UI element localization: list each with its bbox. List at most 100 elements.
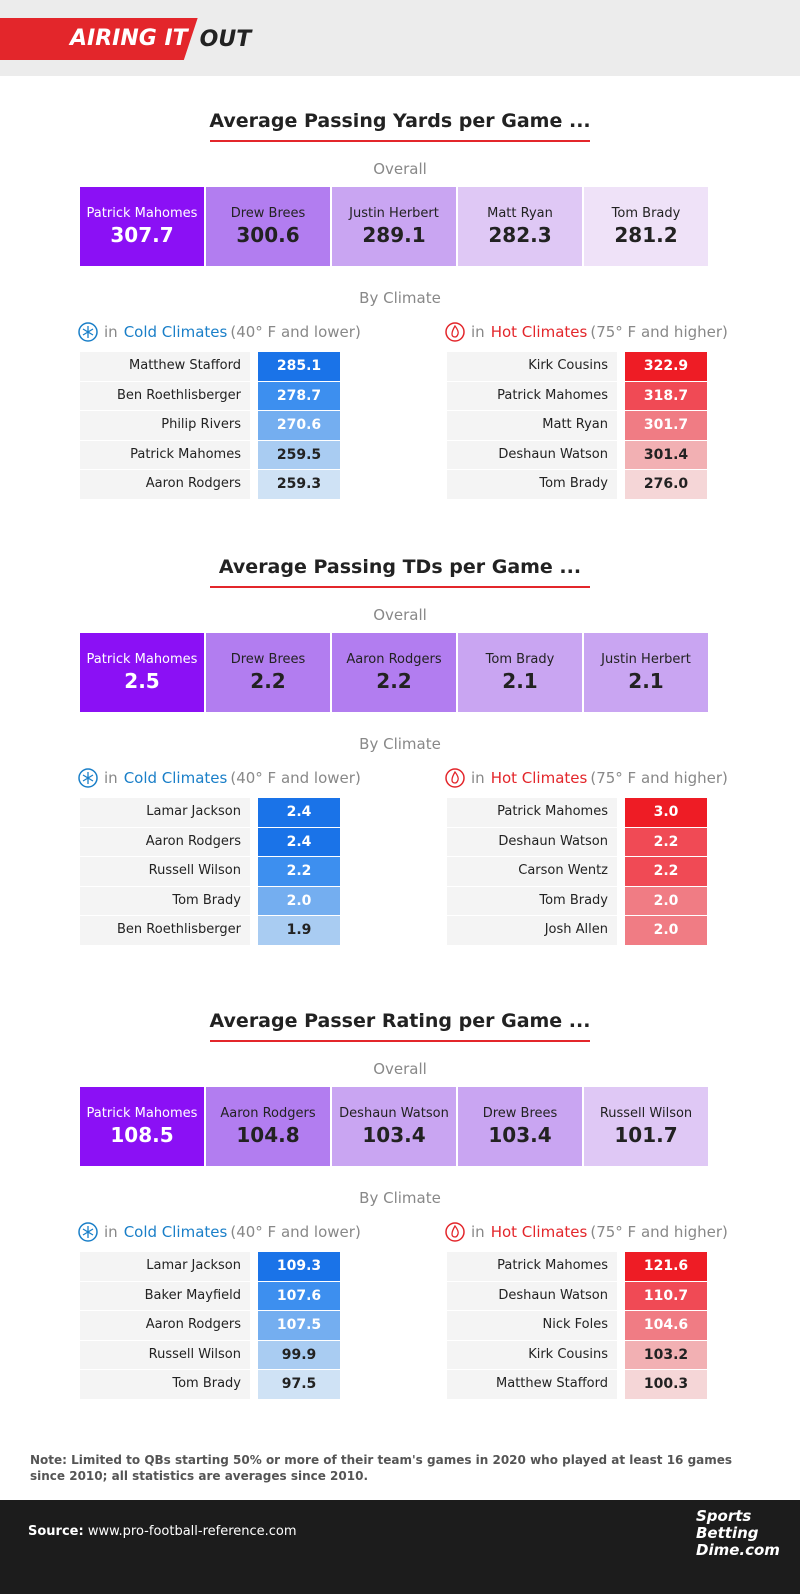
player-value: 2.0 xyxy=(625,916,707,946)
climate-range: (40° F and lower) xyxy=(230,1223,361,1241)
player-value: 104.6 xyxy=(625,1311,707,1341)
player-name: Russell Wilson xyxy=(599,1106,693,1121)
player-name: Deshaun Watson xyxy=(447,440,617,471)
climate-prefix: in xyxy=(104,1223,118,1241)
cold-header: in Cold Climates (40° F and lower) xyxy=(78,768,361,788)
climate-name: Cold Climates xyxy=(123,1223,228,1241)
table-row: Aaron Rodgers 107.5 xyxy=(80,1311,342,1341)
player-value: 121.6 xyxy=(625,1252,707,1282)
table-row: Russell Wilson 2.2 xyxy=(80,857,342,887)
player-value: 2.4 xyxy=(258,798,340,828)
player-value: 270.6 xyxy=(258,411,340,441)
table-row: Matthew Stafford 100.3 xyxy=(447,1370,709,1400)
table-row: Kirk Cousins 103.2 xyxy=(447,1340,709,1371)
player-name: Deshaun Watson xyxy=(447,1281,617,1312)
player-value: 2.0 xyxy=(258,886,340,917)
player-name: Justin Herbert xyxy=(349,206,439,221)
cold-table: Lamar Jackson 109.3 Baker Mayfield 107.6 Aar… xyxy=(80,1252,342,1400)
table-row: Philip Rivers 270.6 xyxy=(80,411,342,441)
cold-icon xyxy=(78,1222,98,1242)
table-row: Carson Wentz 2.2 xyxy=(447,857,709,887)
player-value: 110.7 xyxy=(625,1281,707,1312)
climate-range: (40° F and lower) xyxy=(230,323,361,341)
player-value: 301.4 xyxy=(625,440,707,471)
player-name: Josh Allen xyxy=(447,916,617,946)
player-value: 2.2 xyxy=(625,827,707,858)
table-row: Ben Roethlisberger 278.7 xyxy=(80,381,342,412)
overall-label: Overall xyxy=(373,160,427,178)
table-row: Patrick Mahomes 318.7 xyxy=(447,381,709,412)
cold-header: in Cold Climates (40° F and lower) xyxy=(78,1222,361,1242)
overall-cell: Deshaun Watson 103.4 xyxy=(332,1087,456,1166)
logo-text: Sports xyxy=(696,1507,752,1525)
player-name: Matt Ryan xyxy=(447,411,617,441)
player-value: 282.3 xyxy=(488,223,552,247)
player-name: Nick Foles xyxy=(447,1311,617,1341)
player-value: 285.1 xyxy=(258,352,340,382)
table-row: Aaron Rodgers 259.3 xyxy=(80,470,342,500)
player-value: 103.4 xyxy=(362,1123,426,1147)
cold-icon xyxy=(78,322,98,342)
table-row: Patrick Mahomes 3.0 xyxy=(447,798,709,828)
player-value: 2.2 xyxy=(625,857,707,887)
table-row: Russell Wilson 99.9 xyxy=(80,1340,342,1371)
overall-row: Patrick Mahomes 2.5 Drew Brees 2.2 Aaron Rod… xyxy=(80,633,708,712)
player-name: Matthew Stafford xyxy=(80,352,250,382)
overall-row: Patrick Mahomes 108.5 Aaron Rodgers 104.8 De… xyxy=(80,1087,708,1166)
climate-name: Hot Climates xyxy=(490,769,588,787)
table-row: Lamar Jackson 109.3 xyxy=(80,1252,342,1282)
section-title: Average Passing TDs per Game ... xyxy=(218,556,582,578)
player-name: Patrick Mahomes xyxy=(86,1106,198,1121)
note: Note: Limited to QBs starting 50% or mor… xyxy=(30,1453,733,1483)
section-title: Average Passing Yards per Game ... xyxy=(209,110,591,132)
player-name: Deshaun Watson xyxy=(447,827,617,858)
player-value: 2.1 xyxy=(502,669,538,693)
player-value: 104.8 xyxy=(236,1123,300,1147)
overall-cell: Aaron Rodgers 2.2 xyxy=(332,633,456,712)
player-name: Aaron Rodgers xyxy=(346,652,442,667)
table-row: Matt Ryan 301.7 xyxy=(447,411,709,441)
source: Source: www.pro-football-reference.com xyxy=(28,1524,297,1539)
footer: Source: www.pro-football-reference.com S… xyxy=(0,1500,800,1594)
player-name: Ben Roethlisberger xyxy=(80,916,250,946)
player-value: 3.0 xyxy=(625,798,707,828)
table-row: Tom Brady 276.0 xyxy=(447,470,709,500)
player-name: Tom Brady xyxy=(485,652,555,667)
player-name: Philip Rivers xyxy=(80,411,250,441)
table-row: Kirk Cousins 322.9 xyxy=(447,352,709,382)
overall-cell: Tom Brady 2.1 xyxy=(458,633,582,712)
player-value: 322.9 xyxy=(625,352,707,382)
player-name: Justin Herbert xyxy=(601,652,691,667)
hot-header: in Hot Climates (75° F and higher) xyxy=(445,768,728,788)
hot-icon xyxy=(445,1222,465,1242)
table-row: Ben Roethlisberger 1.9 xyxy=(80,916,342,946)
climate-range: (75° F and higher) xyxy=(590,323,728,341)
cold-table: Matthew Stafford 285.1 Ben Roethlisberger 2… xyxy=(80,352,342,500)
player-value: 307.7 xyxy=(110,223,174,247)
overall-cell: Matt Ryan 282.3 xyxy=(458,187,582,266)
logo-text: Betting xyxy=(696,1524,759,1542)
footer-logo: Sports Betting Dime.com xyxy=(696,1508,780,1559)
table-row: Patrick Mahomes 259.5 xyxy=(80,440,342,471)
player-name: Patrick Mahomes xyxy=(447,381,617,412)
player-value: 2.5 xyxy=(124,669,160,693)
climate-name: Hot Climates xyxy=(490,323,588,341)
player-value: 2.2 xyxy=(258,857,340,887)
overall-cell: Aaron Rodgers 104.8 xyxy=(206,1087,330,1166)
logo-text: Dime xyxy=(696,1541,740,1559)
player-name: Aaron Rodgers xyxy=(220,1106,316,1121)
table-row: Lamar Jackson 2.4 xyxy=(80,798,342,828)
player-name: Russell Wilson xyxy=(80,1340,250,1371)
hot-table: Kirk Cousins 322.9 Patrick Mahomes 318.7 Mat… xyxy=(447,352,709,500)
player-name: Tom Brady xyxy=(80,886,250,917)
climate-prefix: in xyxy=(104,323,118,341)
player-value: 109.3 xyxy=(258,1252,340,1282)
player-name: Ben Roethlisberger xyxy=(80,381,250,412)
logo-text: .com xyxy=(739,1541,780,1559)
player-name: Russell Wilson xyxy=(80,857,250,887)
overall-cell: Drew Brees 300.6 xyxy=(206,187,330,266)
player-name: Kirk Cousins xyxy=(447,1340,617,1371)
overall-cell: Tom Brady 281.2 xyxy=(584,187,708,266)
player-name: Kirk Cousins xyxy=(447,352,617,382)
